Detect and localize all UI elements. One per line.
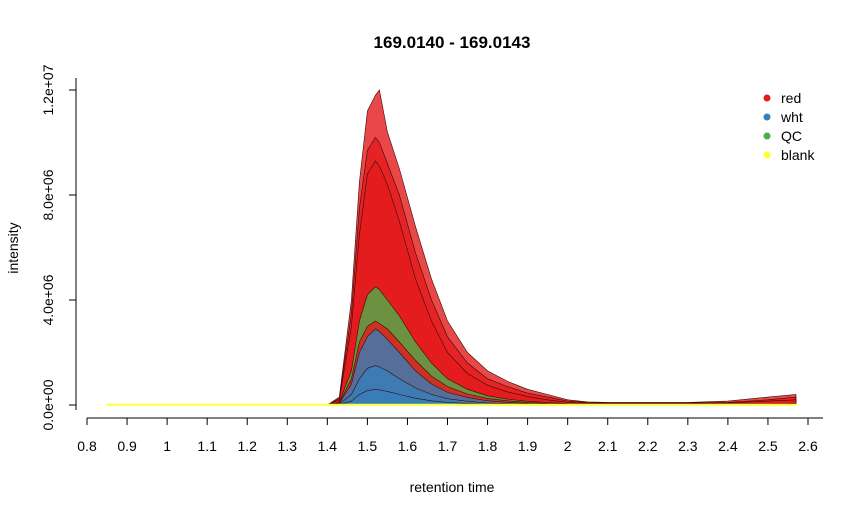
legend: red wht QC blank (763, 90, 815, 163)
x-tick-label: 1.2 (237, 438, 257, 454)
y-tick-label: 1.2e+07 (40, 64, 56, 115)
x-axis-label: retention time (410, 479, 495, 495)
legend-marker-red (763, 94, 771, 102)
y-tick-label: 0.0e+00 (40, 379, 56, 430)
legend-label-blank: blank (781, 147, 815, 163)
x-tick-label: 2.2 (638, 438, 658, 454)
legend-marker-QC (763, 132, 771, 140)
legend-label-red: red (781, 90, 801, 106)
x-tick-label: 2.5 (758, 438, 778, 454)
series-area-red (107, 160, 797, 406)
x-tick-label: 2.6 (798, 438, 818, 454)
x-tick-label: 1.3 (278, 438, 298, 454)
y-tick-label: 4.0e+06 (40, 274, 56, 325)
x-tick-label: 1.1 (197, 438, 217, 454)
legend-label-QC: QC (781, 128, 802, 144)
x-tick-label: 1.5 (358, 438, 378, 454)
plot-area (106, 89, 797, 406)
x-tick-label: 0.8 (77, 438, 97, 454)
x-tick-label: 2.4 (718, 438, 738, 454)
x-tick-label: 1 (163, 438, 171, 454)
legend-label-wht: wht (780, 109, 803, 125)
x-tick-label: 2.3 (678, 438, 698, 454)
x-tick-label: 2 (564, 438, 572, 454)
y-axis: 0.0e+00 4.0e+06 8.0e+06 1.2e+07 (40, 64, 77, 431)
chart-title: 169.0140 - 169.0143 (374, 33, 531, 52)
x-tick-label: 1.6 (398, 438, 418, 454)
x-tick-label: 1.7 (438, 438, 458, 454)
x-tick-label: 1.4 (318, 438, 338, 454)
legend-marker-wht (763, 113, 771, 121)
x-tick-label: 0.9 (117, 438, 137, 454)
x-axis: 0.8 0.9 1 1.1 1.2 1.3 1.4 1.5 1.6 1.7 1.8 1.9 2 2.1 2.… (77, 417, 823, 454)
x-tick-label: 1.9 (518, 438, 538, 454)
x-tick-label: 2.1 (598, 438, 618, 454)
series-area-blank (106, 403, 797, 406)
x-tick-label: 1.8 (478, 438, 498, 454)
y-tick-label: 8.0e+06 (40, 169, 56, 220)
legend-marker-blank (763, 151, 771, 159)
y-axis-label: intensity (5, 222, 21, 273)
